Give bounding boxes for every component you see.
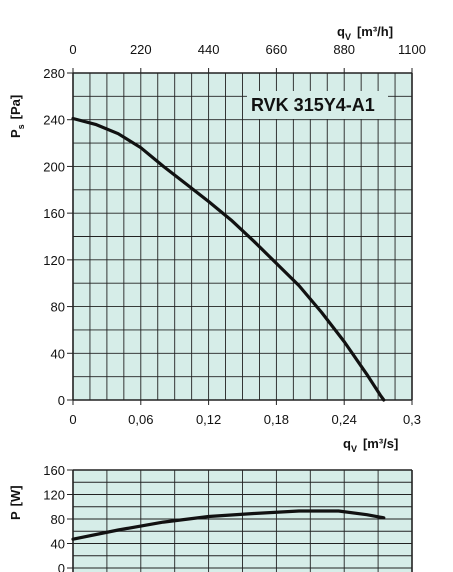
bottom-x-axis-label: qV [m³/s] — [343, 436, 398, 454]
y-tick-label: 240 — [43, 113, 65, 128]
x-tick-label: 0,3 — [403, 412, 421, 427]
main-y-axis-label: Ps[Pa] — [8, 95, 26, 138]
y-tick-label: 160 — [43, 206, 65, 221]
pressure-curve — [71, 116, 386, 402]
x-tick-label: 0 — [69, 412, 76, 427]
power-y-tick-label: 0 — [58, 561, 65, 572]
y-tick-label: 0 — [58, 393, 65, 408]
power-grid — [72, 469, 413, 572]
top-x-tick-label: 1100 — [398, 42, 426, 57]
power-y-tick-label: 40 — [51, 537, 65, 552]
power-marks — [71, 509, 386, 541]
y-tick-label: 120 — [43, 253, 65, 268]
power-y-axis-label: P[W] — [8, 485, 23, 520]
y-tick-label: 280 — [43, 66, 65, 81]
main-grid — [72, 72, 413, 401]
top-x-axis-label: qV [m³/h] — [337, 24, 393, 42]
y-tick-label: 200 — [43, 159, 65, 174]
x-tick-label: 0,12 — [196, 412, 221, 427]
chart-title: RVK 315Y4-A1 — [251, 95, 375, 115]
x-tick-label: 0,06 — [128, 412, 153, 427]
top-x-tick-label: 440 — [198, 42, 220, 57]
power-y-tick-label: 160 — [43, 463, 65, 478]
main-marks — [71, 116, 386, 402]
top-x-tick-label: 0 — [69, 42, 76, 57]
power-curve — [71, 509, 386, 541]
x-tick-label: 0,18 — [264, 412, 289, 427]
power-y-tick-label: 80 — [51, 512, 65, 527]
y-tick-label: 40 — [51, 346, 65, 361]
main-ticks: 0 40 80 120 160 200 240 280 0 0,06 0,12 0,18 0,24 0,3… — [43, 42, 426, 427]
power-ticks: 0 40 80 120 160 — [43, 463, 73, 572]
top-x-tick-label: 220 — [130, 42, 152, 57]
y-tick-label: 80 — [51, 300, 65, 315]
top-x-tick-label: 660 — [266, 42, 288, 57]
x-tick-label: 0,24 — [332, 412, 357, 427]
top-x-tick-label: 880 — [333, 42, 355, 57]
title-box — [247, 91, 388, 119]
power-y-tick-label: 120 — [43, 488, 65, 503]
